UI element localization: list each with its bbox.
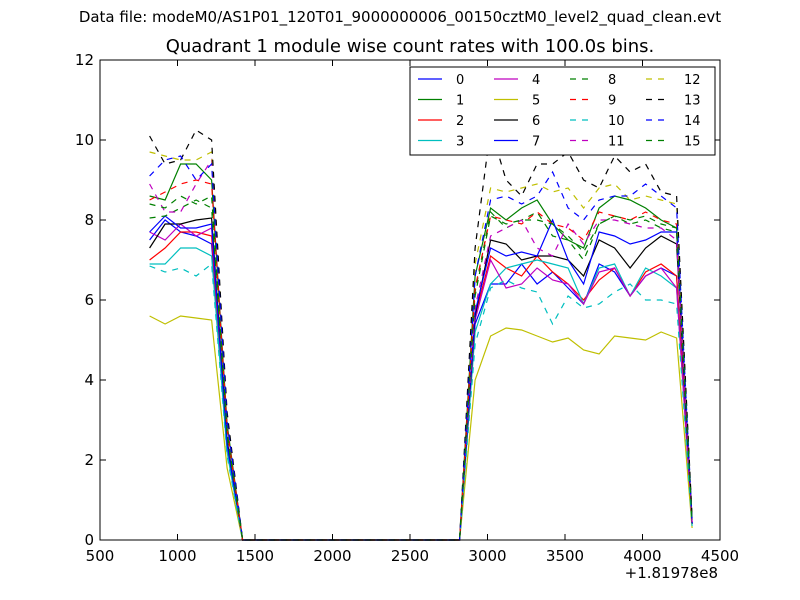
series-line-15 <box>149 195 693 541</box>
legend-label: 15 <box>684 135 701 150</box>
y-tick-label: 10 <box>75 131 94 149</box>
legend-label: 4 <box>532 73 540 88</box>
x-tick-label: 4500 <box>701 547 739 565</box>
x-tick-label: 2500 <box>391 547 429 565</box>
x-tick-label: 500 <box>86 547 115 565</box>
x-tick-label: 2000 <box>313 547 351 565</box>
series-line-2 <box>149 231 693 541</box>
legend-label: 5 <box>532 94 540 109</box>
x-tick-label: 1000 <box>158 547 196 565</box>
legend-label: 7 <box>532 135 540 150</box>
legend-label: 12 <box>684 73 701 88</box>
y-tick-label: 6 <box>84 291 94 309</box>
legend-label: 14 <box>684 114 701 129</box>
legend-label: 2 <box>456 114 464 129</box>
x-tick-label: 4000 <box>623 547 661 565</box>
legend-label: 8 <box>608 73 616 88</box>
y-tick-label: 4 <box>84 371 94 389</box>
legend-label: 3 <box>456 135 464 150</box>
series-line-12 <box>149 151 693 541</box>
series-line-6 <box>149 217 693 541</box>
series-line-14 <box>149 155 693 541</box>
y-tick-label: 12 <box>75 51 94 69</box>
tick-layer: 500 1000 1500 2000 2500 3000 3500 4000 4500 0 2 4 6 8… <box>75 51 739 565</box>
series-line-13 <box>149 127 693 541</box>
legend-label: 9 <box>608 94 616 109</box>
chart-title: Quadrant 1 module wise count rates with … <box>165 36 655 57</box>
series-line-5 <box>149 315 693 541</box>
series-line-10 <box>149 262 693 541</box>
y-tick-label: 0 <box>84 531 94 549</box>
legend-label: 0 <box>456 73 464 88</box>
series-line-3 <box>149 247 693 541</box>
legend-label: 1 <box>456 94 464 109</box>
x-tick-label: 3000 <box>468 547 506 565</box>
legend-label: 6 <box>532 114 540 129</box>
series-line-11 <box>149 158 693 541</box>
legend-label: 13 <box>684 94 701 109</box>
legend-box <box>409 66 716 156</box>
legend-label: 10 <box>608 114 625 129</box>
figure-suptitle: Data file: modeM0/AS1P01_120T01_90000000… <box>78 8 722 26</box>
series-line-8 <box>149 199 693 541</box>
series-line-0 <box>149 219 693 541</box>
x-offset-label: +1.81978e8 <box>625 564 718 582</box>
series-layer <box>149 127 693 541</box>
x-tick-label: 1500 <box>236 547 274 565</box>
y-tick-label: 2 <box>84 451 94 469</box>
legend-label: 11 <box>608 135 625 150</box>
x-tick-label: 3500 <box>546 547 584 565</box>
y-tick-label: 8 <box>84 211 94 229</box>
